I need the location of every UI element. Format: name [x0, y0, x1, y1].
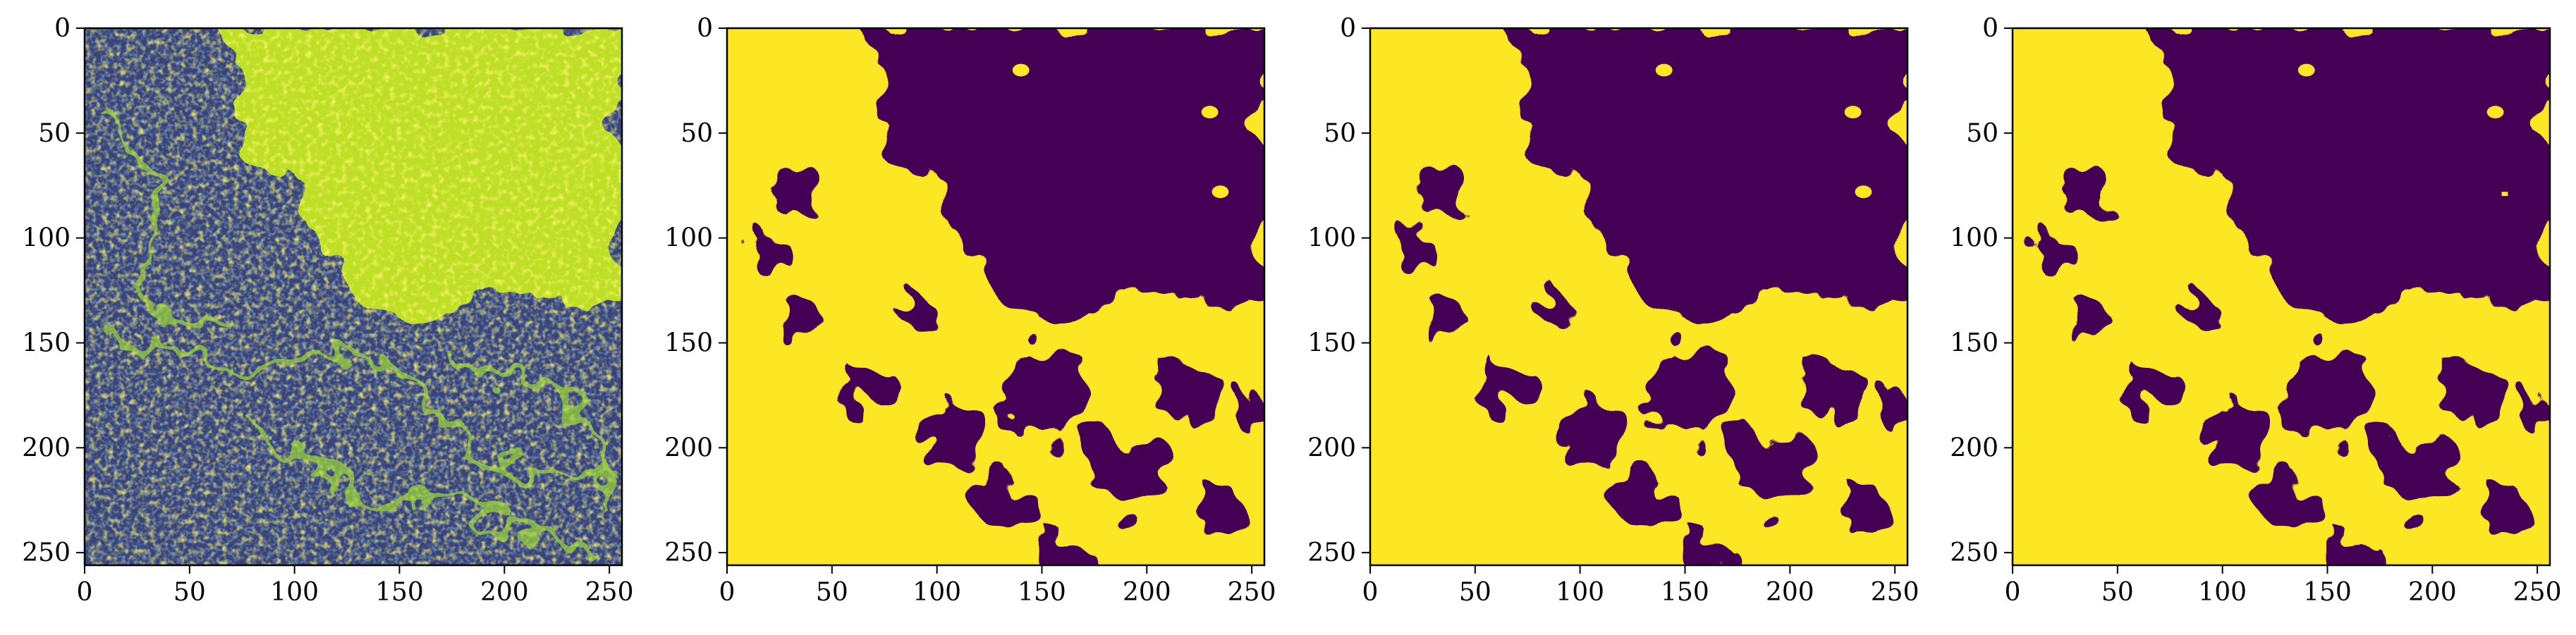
x-tick-label: 200	[480, 578, 529, 607]
y-tick-label: 100	[22, 224, 71, 253]
y-tick-label: 100	[1950, 224, 1998, 253]
x-tick-label: 200	[1766, 578, 1814, 607]
y-tick-label: 250	[22, 538, 71, 567]
y-tick-label: 150	[1307, 328, 1356, 357]
y-tick-label: 200	[22, 433, 71, 462]
y-tick-label: 250	[1950, 538, 1998, 567]
y-tick-label: 50	[38, 119, 71, 148]
y-tick-label: 0	[1340, 14, 1356, 43]
y-tick-label: 0	[54, 14, 71, 43]
sar-intensity-frame	[83, 27, 623, 567]
y-tick-label: 0	[697, 14, 713, 43]
segmentation-mask-1-image	[727, 28, 1264, 565]
y-tick-label: 250	[1307, 538, 1356, 567]
x-tick-label: 100	[912, 578, 961, 607]
y-tick-label: 150	[1950, 328, 1998, 357]
y-tick-label: 200	[1950, 433, 1998, 462]
x-tick-label: 250	[1228, 578, 1276, 607]
x-tick-label: 100	[1556, 578, 1604, 607]
x-tick-label: 100	[2198, 578, 2247, 607]
x-tick-label: 250	[1871, 578, 1919, 607]
x-tick-label: 50	[816, 578, 848, 607]
x-tick-label: 100	[270, 578, 319, 607]
x-tick-label: 250	[585, 578, 634, 607]
x-tick-label: 50	[1459, 578, 1491, 607]
x-tick-label: 200	[2408, 578, 2457, 607]
segmentation-mask-3-frame	[2011, 27, 2551, 567]
x-tick-label: 50	[2101, 578, 2134, 607]
x-tick-label: 0	[77, 578, 93, 607]
y-tick-label: 150	[22, 328, 71, 357]
x-tick-label: 200	[1123, 578, 1171, 607]
segmentation-mask-1-frame	[726, 27, 1266, 567]
segmentation-mask-2-image	[1370, 28, 1907, 565]
x-tick-label: 250	[2513, 578, 2562, 607]
x-tick-label: 0	[1362, 578, 1379, 607]
y-tick-label: 50	[1966, 119, 1998, 148]
y-tick-label: 50	[1324, 119, 1356, 148]
y-tick-label: 50	[680, 119, 713, 148]
y-tick-label: 200	[1307, 433, 1356, 462]
x-tick-label: 0	[2005, 578, 2021, 607]
y-tick-label: 0	[1982, 14, 1998, 43]
x-tick-label: 150	[1661, 578, 1709, 607]
y-tick-label: 100	[664, 224, 713, 253]
segmentation-mask-2-frame	[1369, 27, 1909, 567]
y-tick-label: 250	[664, 538, 713, 567]
x-tick-label: 50	[173, 578, 206, 607]
y-tick-label: 150	[664, 328, 713, 357]
segmentation-mask-3-image	[2013, 28, 2550, 565]
x-tick-label: 150	[2303, 578, 2352, 607]
sar-intensity-image	[85, 28, 622, 565]
y-tick-label: 100	[1307, 224, 1356, 253]
y-tick-label: 200	[664, 433, 713, 462]
x-tick-label: 0	[719, 578, 735, 607]
x-tick-label: 150	[375, 578, 424, 607]
x-tick-label: 150	[1018, 578, 1066, 607]
